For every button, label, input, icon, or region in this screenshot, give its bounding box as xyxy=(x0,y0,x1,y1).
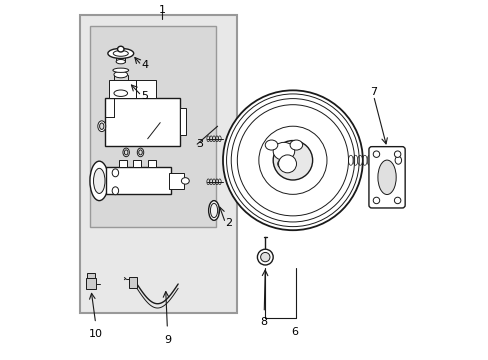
Ellipse shape xyxy=(117,46,124,52)
Ellipse shape xyxy=(93,168,105,193)
Bar xyxy=(180,108,186,135)
Circle shape xyxy=(273,140,312,180)
Bar xyxy=(109,80,136,98)
Ellipse shape xyxy=(114,71,127,78)
Ellipse shape xyxy=(139,150,142,155)
Bar xyxy=(147,159,155,167)
Ellipse shape xyxy=(208,201,219,220)
Circle shape xyxy=(394,151,400,157)
Text: 9: 9 xyxy=(163,334,171,345)
Text: 2: 2 xyxy=(224,218,231,228)
Ellipse shape xyxy=(264,140,277,150)
Ellipse shape xyxy=(116,59,125,64)
Circle shape xyxy=(223,90,362,230)
Text: 5: 5 xyxy=(142,91,148,101)
Ellipse shape xyxy=(112,187,119,195)
Ellipse shape xyxy=(394,156,401,164)
Circle shape xyxy=(394,197,400,204)
Circle shape xyxy=(372,151,379,157)
Bar xyxy=(169,173,183,189)
Ellipse shape xyxy=(112,169,119,177)
Text: 3: 3 xyxy=(196,139,203,149)
Text: 1: 1 xyxy=(158,5,165,15)
Circle shape xyxy=(278,155,296,173)
Bar xyxy=(133,159,141,167)
Bar xyxy=(128,277,136,288)
Ellipse shape xyxy=(289,140,302,150)
Circle shape xyxy=(372,197,379,204)
Text: 10: 10 xyxy=(88,329,102,339)
Bar xyxy=(90,26,215,226)
Ellipse shape xyxy=(277,159,290,169)
Ellipse shape xyxy=(100,123,104,130)
Ellipse shape xyxy=(377,160,395,194)
Ellipse shape xyxy=(113,50,128,56)
Circle shape xyxy=(257,249,273,265)
Text: 4: 4 xyxy=(142,60,148,70)
Ellipse shape xyxy=(114,90,127,96)
Bar xyxy=(87,273,95,278)
Bar xyxy=(86,278,96,289)
Ellipse shape xyxy=(108,48,133,58)
Bar xyxy=(136,80,156,98)
Ellipse shape xyxy=(113,68,128,72)
Bar xyxy=(104,98,180,146)
FancyBboxPatch shape xyxy=(368,147,405,208)
Bar xyxy=(80,15,237,313)
Ellipse shape xyxy=(273,142,294,160)
Ellipse shape xyxy=(210,203,217,218)
Ellipse shape xyxy=(137,148,143,157)
Ellipse shape xyxy=(181,178,189,184)
Bar xyxy=(106,167,171,194)
Text: 7: 7 xyxy=(369,87,376,97)
Ellipse shape xyxy=(98,121,105,132)
Ellipse shape xyxy=(122,148,129,157)
Text: 8: 8 xyxy=(260,317,267,327)
Text: 6: 6 xyxy=(291,327,298,337)
Ellipse shape xyxy=(90,161,108,201)
Bar xyxy=(119,159,126,167)
Ellipse shape xyxy=(124,150,128,155)
Circle shape xyxy=(260,252,269,262)
